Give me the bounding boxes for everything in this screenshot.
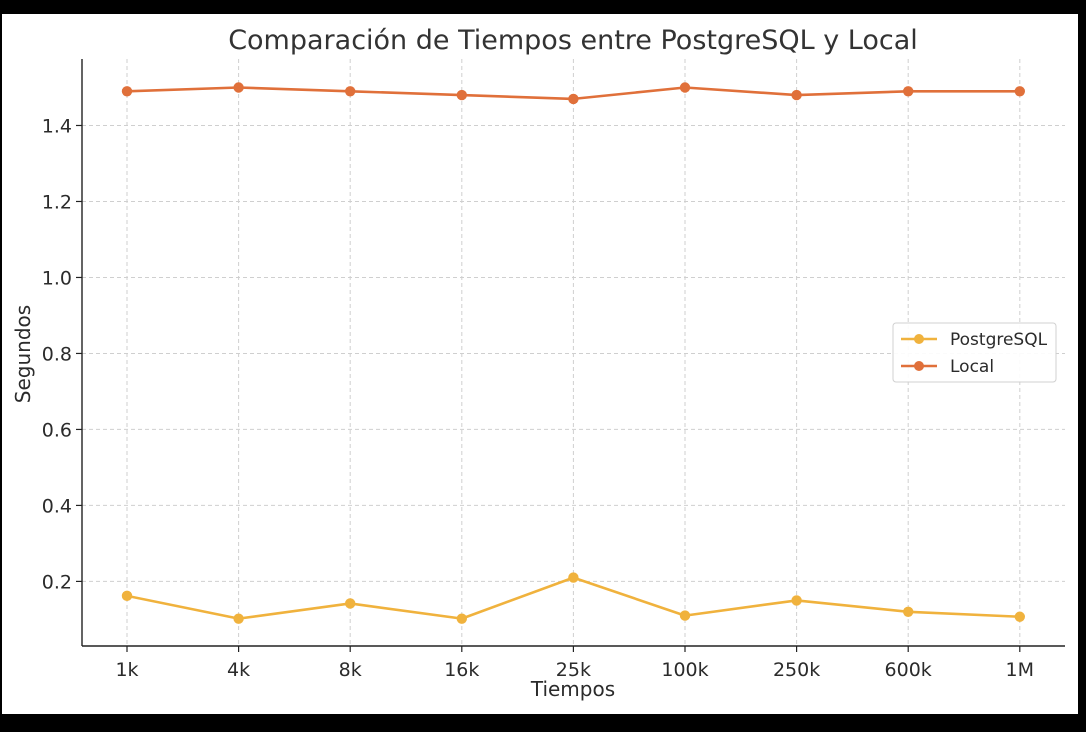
grid-layer [82, 59, 1065, 646]
data-point-local [903, 86, 914, 97]
y-tick-label: 0.8 [42, 343, 72, 365]
x-tick-label: 250k [773, 659, 820, 681]
data-point-postgresql [791, 595, 802, 606]
data-point-postgresql [456, 613, 467, 624]
data-point-local [679, 82, 691, 93]
data-point-postgresql [121, 590, 133, 602]
ticks-layer: 1k 4k 8k 16k 25k 100k 250k 600k 1M 0.2 0.4 0.6 0.8 1.… [42, 115, 1034, 681]
data-point-postgresql [568, 572, 579, 583]
data-point-postgresql [345, 598, 356, 609]
x-tick-label: 8k [339, 659, 362, 681]
line-chart: Comparación de Tiempos entre PostgreSQL … [11, 25, 1065, 701]
legend-swatch-marker-local [914, 361, 924, 371]
chart-title: Comparación de Tiempos entre PostgreSQL … [228, 25, 918, 56]
data-point-local [791, 89, 802, 101]
data-point-postgresql [679, 610, 691, 621]
x-tick-label: 16k [444, 659, 479, 681]
chart-canvas: Comparación de Tiempos entre PostgreSQL … [2, 14, 1078, 714]
legend-swatch-marker-postgresql [914, 334, 924, 344]
y-tick-label: 0.4 [42, 495, 72, 517]
y-tick-label: 0.2 [42, 571, 72, 593]
data-point-local [345, 86, 356, 97]
y-tick-label: 1.0 [42, 267, 72, 289]
y-tick-label: 0.6 [42, 419, 72, 441]
legend-label-local: Local [950, 357, 994, 377]
x-tick-label: 600k [885, 659, 932, 681]
chart-legend: PostgreSQL Local [892, 322, 1057, 383]
x-tick-label: 1M [1006, 659, 1034, 681]
y-axis-label: Segundos [11, 305, 35, 403]
data-point-local [121, 86, 133, 97]
data-point-postgresql [1014, 611, 1025, 622]
x-tick-label: 100k [661, 659, 708, 681]
data-point-local [568, 93, 579, 105]
data-point-postgresql [233, 613, 244, 624]
y-tick-label: 1.4 [42, 115, 72, 137]
x-tick-label: 4k [227, 659, 250, 681]
data-point-local [456, 89, 467, 101]
legend-label-postgresql: PostgreSQL [950, 330, 1048, 350]
series-layer [121, 82, 1025, 624]
x-axis-label: Tiempos [530, 677, 615, 701]
y-tick-label: 1.2 [42, 191, 72, 213]
data-point-postgresql [903, 606, 914, 618]
data-point-local [1014, 86, 1025, 97]
data-point-local [233, 82, 244, 93]
x-tick-label: 25k [556, 659, 591, 681]
x-tick-label: 1k [115, 659, 138, 681]
